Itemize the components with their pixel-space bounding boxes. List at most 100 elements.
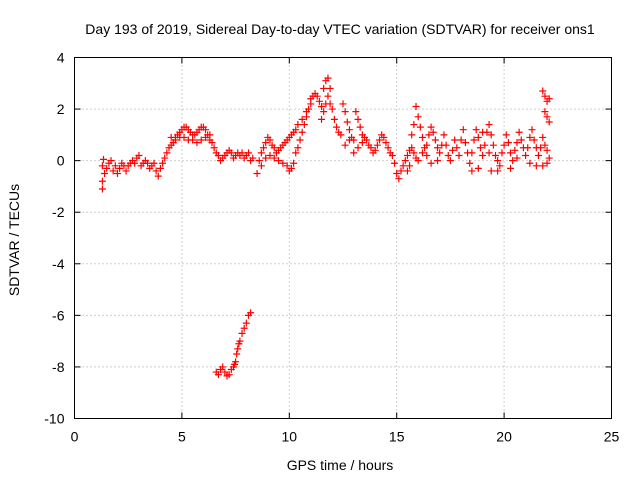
data-point [214, 151, 222, 159]
data-point [541, 108, 549, 116]
data-point [233, 350, 241, 358]
data-point [511, 146, 519, 154]
data-point [262, 139, 270, 147]
data-point [479, 151, 487, 159]
data-point [425, 131, 433, 139]
data-point [391, 159, 399, 167]
data-point [345, 136, 353, 144]
data-point [408, 144, 416, 152]
data-point [345, 126, 353, 134]
data-point [539, 87, 547, 95]
data-point [324, 92, 332, 100]
data-point [388, 151, 396, 159]
data-point [249, 154, 257, 162]
data-point [131, 159, 139, 167]
data-point [423, 151, 431, 159]
data-point [541, 141, 549, 149]
data-point [262, 154, 270, 162]
data-point [532, 162, 540, 170]
data-point [227, 149, 235, 157]
data-point [324, 74, 332, 82]
data-point [376, 136, 384, 144]
y-tick-label: 4 [57, 50, 65, 66]
data-point [99, 155, 107, 163]
data-point [509, 157, 517, 165]
data-point [156, 164, 164, 172]
data-point [406, 162, 414, 170]
data-point [466, 159, 474, 167]
data-point [401, 157, 409, 165]
data-point [240, 324, 248, 332]
data-point [341, 141, 349, 149]
data-point [498, 149, 506, 157]
data-point [337, 131, 345, 139]
data-point [500, 141, 508, 149]
data-point [537, 144, 545, 152]
data-point [354, 144, 362, 152]
data-point [423, 141, 431, 149]
data-point [427, 123, 435, 131]
data-point [260, 144, 268, 152]
data-point [522, 151, 530, 159]
data-point [451, 136, 459, 144]
data-point [545, 95, 553, 103]
data-point [225, 371, 233, 379]
data-point [485, 149, 493, 157]
y-tick-label: -10 [44, 411, 64, 427]
data-point [244, 149, 252, 157]
data-point [296, 136, 304, 144]
data-point [489, 141, 497, 149]
data-point [266, 136, 274, 144]
data-point [270, 154, 278, 162]
data-point [238, 329, 246, 337]
data-point [474, 133, 482, 141]
chart-title: Day 193 of 2019, Sidereal Day-to-day VTE… [85, 21, 595, 37]
data-point [352, 108, 360, 116]
data-point [208, 139, 216, 147]
data-point [393, 170, 401, 178]
y-tick-label: -2 [52, 204, 65, 220]
data-point [358, 139, 366, 147]
x-tick-label: 5 [178, 429, 186, 445]
data-point [382, 139, 390, 147]
data-point [399, 162, 407, 170]
data-point [414, 157, 422, 165]
data-point [442, 141, 450, 149]
data-point [171, 136, 179, 144]
data-point [517, 136, 525, 144]
data-point [318, 115, 326, 123]
data-point [418, 133, 426, 141]
data-point [472, 126, 480, 134]
data-point [384, 144, 392, 152]
data-point [193, 139, 201, 147]
data-point [287, 164, 295, 172]
data-point [479, 128, 487, 136]
y-tick-label: 2 [57, 101, 65, 117]
data-point [113, 170, 121, 178]
data-point [189, 136, 197, 144]
data-point [242, 319, 250, 327]
data-point [122, 167, 130, 175]
data-point [408, 131, 416, 139]
data-point [513, 154, 521, 162]
data-point [434, 157, 442, 165]
data-point [395, 175, 403, 183]
data-point [98, 185, 106, 193]
data-point [300, 121, 308, 129]
data-point [290, 159, 298, 167]
data-point [367, 144, 375, 152]
data-point [449, 146, 457, 154]
data-point [403, 151, 411, 159]
data-point [255, 157, 263, 165]
data-point [470, 136, 478, 144]
data-point [202, 126, 210, 134]
data-point [356, 123, 364, 131]
x-tick-label: 10 [282, 429, 298, 445]
data-points [98, 74, 553, 380]
x-tick-label: 25 [604, 429, 620, 445]
data-point [214, 371, 222, 379]
data-point [343, 118, 351, 126]
data-point [492, 151, 500, 159]
data-point [434, 144, 442, 152]
data-point [373, 141, 381, 149]
